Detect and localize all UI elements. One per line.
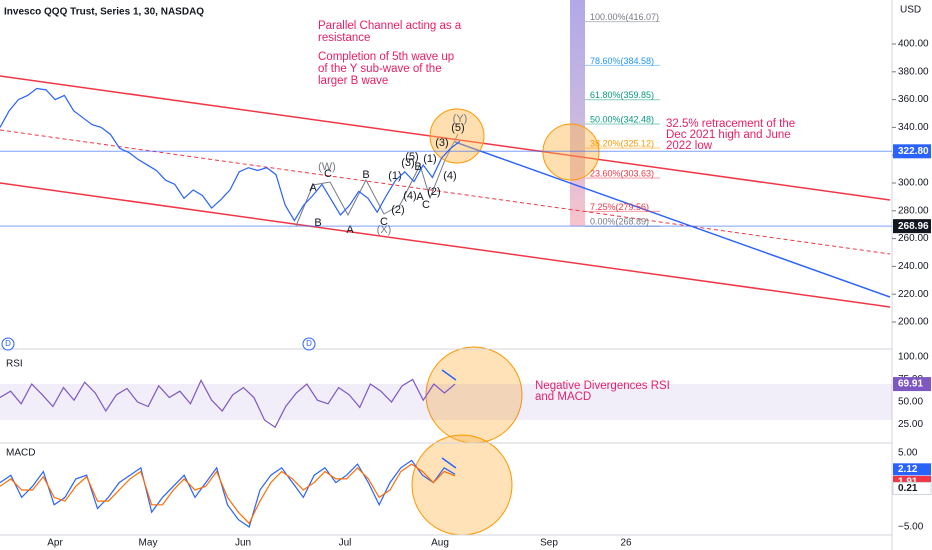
wave-label: (2) [391,204,404,216]
wave-label: A [416,191,424,203]
event-label[interactable]: D [5,339,11,348]
wave-label: (1) [423,153,436,165]
channel-top [0,75,891,201]
annotation: larger B wave [318,75,388,87]
y-tick-label: 360.00 [898,94,929,105]
price-tag [893,144,931,159]
wave-label: (1) [388,170,401,182]
macd-tag [892,481,932,495]
highlight [429,108,485,164]
wave-label: (2) [427,186,440,198]
wave-label: (4) [443,170,456,182]
macd-tag-label: 2.12 [898,464,918,475]
x-tick-label: May [139,538,158,549]
wave-label: (3) [401,157,414,169]
rsi-tag [893,377,931,392]
signal-line [0,463,456,525]
fib-label: 0.00%(268.89) [590,217,649,227]
x-tick-label: Sep [540,538,558,549]
price-tag-label: 322.80 [898,146,929,157]
wave-label: (5) [405,151,418,163]
wave-label: B [314,217,321,229]
wave-label: A [309,182,317,194]
y-tick-label: 240.00 [898,261,929,272]
highlight [542,123,600,181]
wave-path [295,133,459,227]
y-tick-label: 300.00 [898,178,929,189]
x-tick-label: Jul [339,538,352,549]
rsi-tag-label: 69.91 [898,379,923,390]
wave-label: C [324,168,332,180]
y-tick-label: 280.00 [898,205,929,216]
pane-title: RSI [6,359,23,370]
wave-label: B [414,161,421,173]
projection [454,141,891,298]
wave-label: (W) [318,161,336,173]
wave-label: (X) [377,224,392,236]
highlight [411,434,513,536]
price-tag [893,219,931,234]
fib-label: 23.60%(303.63) [590,168,654,178]
y-tick-label: 340.00 [898,122,929,133]
currency: USD [900,5,921,16]
annotation: of the Y sub-wave of the [318,63,442,75]
wave-label: (4) [403,190,416,202]
macd-tag-label: 0.21 [898,483,918,494]
channel-mid [0,129,891,255]
event-label[interactable]: D [306,339,312,348]
wave-label: (5) [451,122,464,134]
annotation: Parallel Channel acting as a [318,20,462,32]
x-tick-label: Jun [235,538,251,549]
price-tag-label: 268.96 [898,221,929,232]
x-tick-label: Aug [431,538,449,549]
annotation: resistance [318,32,370,44]
pane-title: MACD [6,448,35,459]
event-marker[interactable]: D [1,337,15,351]
fib-label: 7.25%(279.56) [590,202,649,212]
price-line-series [0,87,461,222]
macd-tag [893,463,931,476]
divergence-line [441,457,457,469]
y-tick-label: 5.00 [898,448,918,459]
annotation: 2022 low [666,140,713,152]
fib-label: 50.00%(342.48) [590,114,654,124]
fib-box [570,0,585,226]
y-tick-label: 380.00 [898,66,929,77]
wave-label: B [362,169,369,181]
y-tick-label: 100.00 [898,352,929,363]
wave-label: (Y) [453,113,468,125]
y-tick-label: 50.00 [898,397,923,408]
y-tick-label: 25.00 [898,419,923,430]
y-tick-label: 400.00 [898,39,929,50]
x-tick-label: Apr [47,538,63,549]
x-tick-label: 26 [620,538,632,549]
wave-label: C [380,216,388,228]
fib-label: 100.00%(416.07) [590,12,659,22]
fib-label: 61.80%(359.85) [590,90,654,100]
wave-label: A [346,224,354,236]
annotation: Negative Divergences RSI [535,380,670,392]
annotation: and MACD [535,391,591,403]
rsi-line [0,378,456,429]
annotation: 32.5% retracement of the [666,118,795,130]
header-title: Invesco QQQ Trust, Series 1, 30, NASDAQ [4,7,204,18]
annotation: Dec 2021 high and June [666,129,791,141]
annotation: Completion of 5th wave up [318,51,454,63]
y-tick-label: 220.00 [898,289,929,300]
wave-label: (3) [435,137,448,149]
macd-line [0,459,456,528]
fib-label: 38.20%(325.12) [590,138,654,148]
fib-label: 78.60%(384.58) [590,56,654,66]
rsi-band [0,384,892,420]
channel-bottom [0,182,891,308]
wave-label: C [422,199,430,211]
divergence-line [441,369,457,381]
event-marker[interactable]: D [302,337,316,351]
y-tick-label: 200.00 [898,317,929,328]
y-tick-label: 260.00 [898,233,929,244]
y-tick-label: −5.00 [898,522,924,533]
